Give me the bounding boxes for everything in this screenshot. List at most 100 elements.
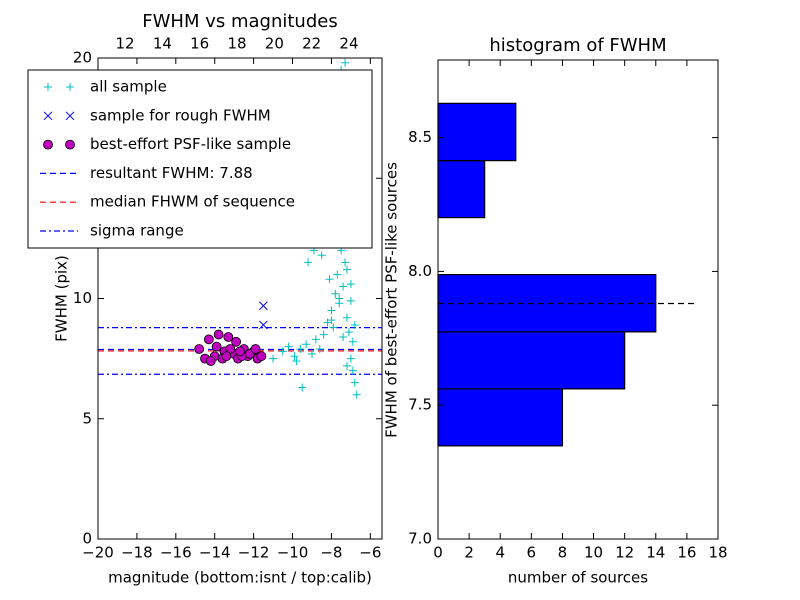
point-plus [307, 349, 316, 358]
y-axis-label: FWHM of best-effort PSF-like sources [383, 162, 401, 438]
point-plus [352, 390, 361, 399]
y-axis-label: FWHM (pix) [53, 255, 71, 342]
point-plus [344, 328, 353, 337]
x2-tick-label: 18 [227, 35, 246, 53]
point-plus [329, 323, 338, 332]
point-plus [284, 342, 293, 351]
point-circle [205, 356, 216, 366]
y-tick-label: 7.5 [408, 396, 432, 414]
point-plus [298, 383, 307, 392]
point-plus [342, 265, 351, 274]
point-plus [311, 335, 320, 344]
point-plus [327, 306, 336, 315]
bar [437, 331, 626, 390]
x-tick-label: −16 [160, 544, 192, 562]
point-circle [250, 344, 261, 354]
point-x [43, 111, 53, 121]
legend-label: best-effort PSF-like sample [90, 135, 291, 153]
x-tick-label: 8 [558, 544, 568, 562]
point-plus [292, 357, 301, 366]
point-plus [296, 345, 305, 354]
x-tick-label: −10 [277, 544, 309, 562]
chart-title: histogram of FWHM [489, 35, 666, 56]
point-plus [315, 345, 324, 354]
y-tick-label: 7.0 [408, 530, 432, 548]
point-plus [350, 378, 359, 387]
x-tick-label: 4 [495, 544, 505, 562]
point-circle [203, 334, 214, 345]
x-tick-label: −14 [199, 544, 231, 562]
plot-area [98, 58, 382, 399]
legend-label: resultant FWHM: 7.88 [90, 164, 253, 182]
axes-frame [437, 59, 719, 540]
y-tick-label: 5 [82, 409, 92, 427]
point-plus [346, 296, 355, 305]
point-plus [339, 282, 348, 291]
point-plus [335, 294, 344, 303]
point-x [258, 320, 268, 330]
legend-label: median FHWM of sequence [90, 193, 295, 211]
point-circle [235, 346, 245, 357]
x2-tick-label: 22 [302, 35, 321, 53]
point-circle [256, 351, 267, 362]
x2-tick-label: 14 [153, 35, 172, 53]
x-axis-label: number of sources [508, 569, 648, 587]
bar [437, 388, 564, 447]
x-tick-label: 10 [584, 544, 603, 562]
point-plus [348, 337, 357, 346]
y-tick-label: 8.0 [408, 262, 432, 280]
point-plus [350, 320, 359, 329]
legend-label: sample for rough FWHM [90, 106, 271, 124]
point-plus [66, 83, 74, 91]
point-plus [333, 270, 342, 279]
x-tick-label: −6 [359, 544, 381, 562]
point-circle [213, 329, 224, 340]
x2-tick-label: 24 [339, 35, 358, 53]
point-plus [346, 354, 355, 363]
bar [437, 102, 517, 162]
point-plus [331, 289, 340, 298]
legend-label: sigma range [90, 222, 184, 240]
point-plus [278, 347, 287, 356]
point-plus [341, 58, 350, 67]
x-tick-label: −12 [238, 544, 270, 562]
point-x [65, 111, 75, 121]
x2-tick-label: 16 [190, 35, 209, 53]
legend-box [27, 69, 373, 249]
point-plus [342, 313, 351, 322]
y-tick-label: 10 [73, 289, 92, 307]
point-plus [44, 83, 52, 91]
point-plus [346, 280, 355, 289]
point-x [258, 301, 268, 311]
point-plus [290, 352, 299, 361]
x-tick-label: −20 [82, 544, 114, 562]
x-tick-label: 6 [527, 544, 537, 562]
chart-title: FWHM vs magnitudes [142, 11, 337, 32]
point-plus [325, 275, 334, 284]
y-tick-label: 0 [82, 530, 92, 548]
legend-label: all sample [90, 78, 167, 96]
point-plus [327, 316, 336, 325]
point-circle [211, 341, 222, 352]
point-circle [223, 332, 234, 342]
point-circle [221, 351, 232, 362]
y-tick-label: 8.5 [408, 128, 432, 146]
point-circle [43, 139, 53, 150]
x-tick-label: 14 [646, 544, 665, 562]
x2-tick-label: 20 [265, 35, 284, 53]
legend: all sample sample for rough FWHM best-effo… [27, 69, 373, 249]
y-tick-label: 20 [73, 49, 92, 67]
point-plus [304, 258, 313, 267]
x-tick-label: 0 [433, 544, 443, 562]
x-axis-label: magnitude (bottom:isnt / top:calib) [108, 569, 372, 587]
bar [437, 160, 486, 219]
x-tick-label: 2 [464, 544, 474, 562]
x-tick-label: 18 [708, 544, 727, 562]
point-circle [231, 336, 242, 347]
x-tick-label: −18 [121, 544, 153, 562]
point-circle [194, 344, 205, 354]
point-plus [319, 330, 328, 339]
x2-tick-label: 12 [116, 35, 135, 53]
point-plus [339, 332, 348, 341]
